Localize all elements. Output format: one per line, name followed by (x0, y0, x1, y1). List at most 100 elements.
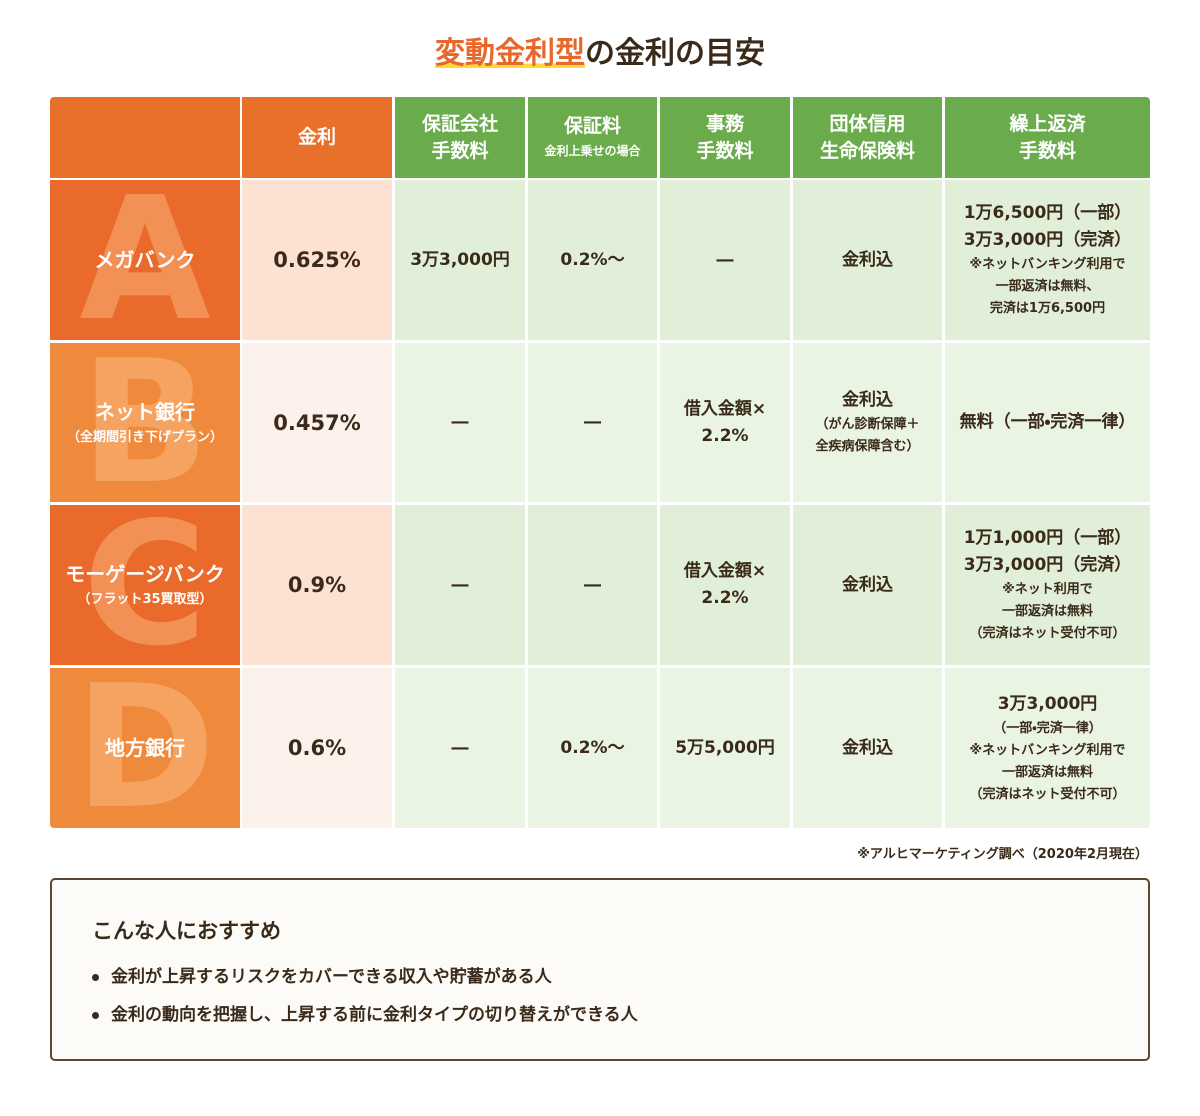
rate-cell: 0.6% (242, 668, 392, 828)
cell-note: 一部返済は無料 (1001, 764, 1093, 780)
cell-text: 金利込 (842, 574, 893, 595)
rate-cell: 0.625% (242, 180, 392, 340)
cell-text: 事務 (705, 112, 744, 135)
cell-text: 金利込 (842, 390, 893, 410)
rate-value: 0.6% (287, 736, 347, 760)
header-cell: 事務 手数料 (660, 97, 790, 178)
cell-text: 1万1,000円（一部） (963, 528, 1132, 548)
recommend-title: こんな人におすすめ (92, 919, 281, 943)
row-letter: A (79, 180, 211, 340)
row-sub: （フラット35買取型） (77, 592, 213, 607)
cell-text: 保証会社 (421, 112, 498, 135)
cell-note: （がん診断保障＋ (815, 417, 920, 432)
title: 変動金利型の金利の目安 (0, 28, 1200, 72)
row-letter: B (80, 343, 210, 502)
data-cell: 金利込 (793, 180, 942, 340)
cell-note: 金利上乗せの場合 (544, 144, 641, 158)
footnote: ※アルヒマーケティング調べ（2020年2月現在） (857, 847, 1148, 862)
cell-text: 保証料 (563, 115, 621, 137)
cell-text: 団体信用 (829, 112, 906, 135)
data-cell: 1万6,500円（一部） 3万3,000円（完済） ※ネットバンキング利用で 一部返済… (945, 180, 1150, 340)
cell-text: 0.2%〜 (560, 249, 625, 270)
cell-note: ※ネットバンキング利用で (969, 257, 1126, 272)
cell-text: 2.2% (701, 425, 749, 446)
cell-text: 3万3,000円（完済） (963, 230, 1132, 250)
header-cell: 金利 (242, 97, 392, 178)
recommend-box: こんな人におすすめ 金利が上昇するリスクをカバーできる収入や貯蓄がある人金利の動… (50, 878, 1150, 1061)
cell-text: 3万3,000円（完済） (963, 555, 1132, 575)
cell-note: 完済は1万6,500円 (989, 301, 1106, 316)
header-cell: 繰上返済 手数料 (945, 97, 1150, 178)
rate-cell: 0.9% (242, 505, 392, 665)
cell-text: ― (584, 574, 601, 595)
rate-value: 0.625% (273, 248, 361, 272)
cell-text: ― (451, 574, 469, 595)
cell-text: 生命保険料 (819, 139, 915, 162)
cell-text: 借入金額× (683, 398, 767, 419)
cell-text: 手数料 (696, 139, 754, 162)
row-label: D 地方銀行 (50, 668, 240, 828)
data-cell: 借入金額× 2.2% (660, 505, 790, 665)
data-cell: 金利込 (793, 505, 942, 665)
cell-text: 借入金額× (683, 561, 767, 581)
cell-text: ― (584, 412, 601, 432)
header-cell: 保証料金利上乗せの場合 (528, 97, 657, 178)
cell-text: 金利 (297, 126, 336, 148)
cell-text: 金利込 (842, 249, 893, 270)
cell-text: 手数料 (1018, 139, 1076, 162)
row-label: C モーゲージバンク （フラット35買取型） (50, 505, 240, 665)
cell-text: ― (716, 249, 734, 270)
cell-note: （完済はネット受付不可） (969, 786, 1126, 802)
cell-text: 金利込 (842, 737, 893, 758)
cell-text: 3万3,000円 (997, 693, 1098, 714)
rate-value: 0.9% (287, 573, 347, 597)
cell-text: ― (451, 737, 469, 758)
data-cell: ― (528, 505, 657, 665)
row-letter: D (74, 668, 216, 828)
row-name: モーゲージバンク (65, 562, 225, 586)
title-rest: の金利の目安 (585, 36, 765, 71)
cell-text: 手数料 (431, 139, 489, 162)
data-cell: 5万5,000円 (660, 668, 790, 828)
row-label: B ネット銀行 （全期間引き下げプラン） (50, 343, 240, 502)
data-cell: 金利込 （がん診断保障＋ 全疾病保障含む） (793, 343, 942, 502)
cell-text: 1万6,500円（一部） (963, 203, 1132, 223)
cell-note: ※ネット利用で (1002, 582, 1093, 597)
header-corner (50, 97, 240, 178)
data-cell: ― (395, 505, 525, 665)
cell-note: 一部返済は無料、 (995, 279, 1100, 294)
cell-note: （完済はネット受付不可） (969, 626, 1126, 641)
cell-text: 3万3,000円 (410, 249, 510, 270)
rate-value: 0.457% (273, 410, 361, 435)
row-sub: （全期間引き下げプラン） (66, 429, 223, 445)
rate-cell: 0.457% (242, 343, 392, 502)
data-cell: ― (395, 668, 525, 828)
data-cell: 3万3,000円 (395, 180, 525, 340)
recommend-item: 金利が上昇するリスクをカバーできる収入や貯蓄がある人 (92, 962, 552, 987)
cell-note: （一部・完済一律） (993, 720, 1102, 736)
row-name: 地方銀行 (105, 736, 185, 760)
cell-note: 一部返済は無料 (1001, 604, 1093, 619)
cell-text: 無料（一部・完済一律） (959, 412, 1136, 432)
data-cell: ― (528, 343, 657, 502)
cell-note: 全疾病保障含む） (815, 439, 920, 454)
data-cell: 金利込 (793, 668, 942, 828)
data-cell: 無料（一部・完済一律） (945, 343, 1150, 502)
row-name: メガバンク (94, 248, 196, 272)
header-cell: 保証会社 手数料 (395, 97, 525, 178)
cell-text: 繰上返済 (1009, 112, 1086, 135)
row-label: A メガバンク (50, 180, 240, 340)
cell-note: ※ネットバンキング利用で (969, 742, 1126, 758)
recommend-item: 金利の動向を把握し、上昇する前に金利タイプの切り替えができる人 (92, 1000, 638, 1025)
data-cell: ― (660, 180, 790, 340)
data-cell: ― (395, 343, 525, 502)
header-cell: 団体信用 生命保険料 (793, 97, 942, 178)
cell-text: ― (451, 412, 469, 432)
title-highlight: 変動金利型 (435, 36, 585, 71)
row-name: ネット銀行 (95, 399, 195, 424)
data-cell: 0.2%〜 (528, 180, 657, 340)
row-letter: C (82, 505, 208, 665)
data-cell: 3万3,000円 （一部・完済一律） ※ネットバンキング利用で 一部返済は無料 （完済は… (945, 668, 1150, 828)
cell-text: 5万5,000円 (675, 737, 775, 758)
